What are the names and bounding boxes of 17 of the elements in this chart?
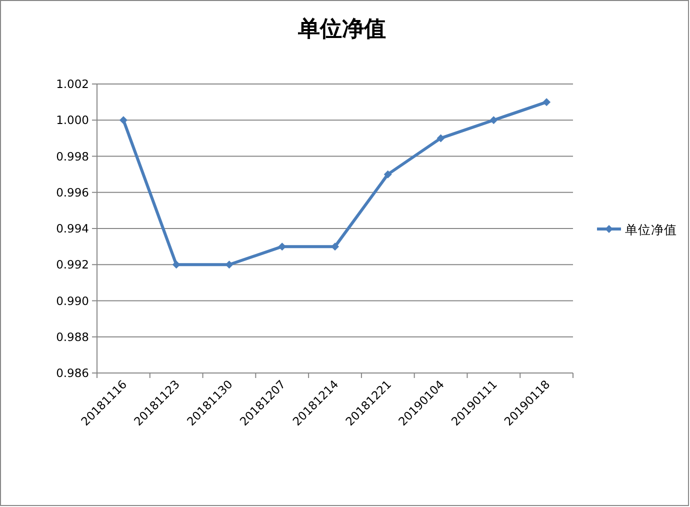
y-tick-label: 0.990 bbox=[56, 294, 89, 308]
legend-label: 单位净值 bbox=[625, 222, 677, 237]
y-tick-label: 1.002 bbox=[56, 77, 89, 91]
y-tick-label: 0.992 bbox=[56, 258, 89, 272]
point bbox=[436, 134, 445, 142]
y-tick-label: 0.998 bbox=[56, 149, 89, 164]
chart-title: 单位净值 bbox=[297, 17, 386, 42]
y-tick-label: 0.986 bbox=[56, 366, 89, 380]
y-tick-label: 0.996 bbox=[56, 185, 89, 200]
point bbox=[384, 170, 392, 178]
point bbox=[331, 242, 339, 251]
point bbox=[119, 116, 128, 124]
y-tick-label: 0.994 bbox=[56, 222, 89, 236]
point bbox=[542, 98, 551, 106]
y-tick-label: 0.988 bbox=[56, 330, 89, 344]
point bbox=[490, 116, 498, 124]
y-tick-label: 1.000 bbox=[56, 113, 89, 128]
